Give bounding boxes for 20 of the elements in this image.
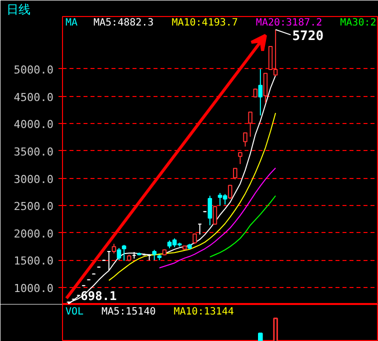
y-tick-label: 4500.0 <box>14 90 54 104</box>
text: 5720 <box>292 28 324 44</box>
text: MA30:2 <box>340 18 376 28</box>
y-tick-label: 1000.0 <box>14 282 54 296</box>
text: MA20:3187.2 <box>256 18 322 28</box>
y-tick-label: 3000.0 <box>14 172 54 186</box>
text: MA10:4193.7 <box>172 18 238 28</box>
legend-label: MA10:13144 <box>174 306 234 318</box>
y-tick-label: 3500.0 <box>14 145 54 158</box>
y-tick-label: 4000.0 <box>14 118 54 132</box>
y-tick-label: 2500.0 <box>14 200 54 214</box>
legend-label: MA5:15140 <box>102 306 156 318</box>
y-tick-label: 2000.0 <box>14 227 54 240</box>
y-tick-label: 1500.0 <box>14 254 54 268</box>
chart-title: 日线 <box>6 2 30 16</box>
text: MA5:4882.3 <box>94 18 154 28</box>
legend-title: MA <box>66 18 78 28</box>
chart-title: VOL <box>66 306 84 318</box>
y-tick-label: 5000.0 <box>14 63 54 76</box>
annotation: 698.1 <box>80 288 117 303</box>
